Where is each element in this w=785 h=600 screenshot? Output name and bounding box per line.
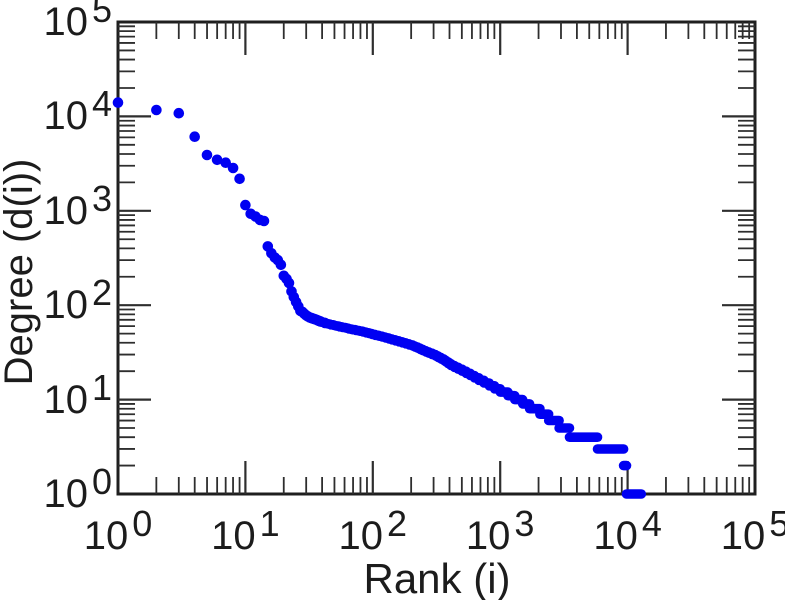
y-axis-title: Degree (d(i)) [0,158,41,386]
y-tick-label: 10 1 [43,366,112,422]
y-tick-label: 10 3 [43,177,112,233]
x-tick-label: 10 5 [720,503,785,558]
x-tick-label: 10 3 [465,503,535,558]
x-tick-label: 10 2 [338,503,408,558]
x-axis-title: Rank (i) [363,555,511,600]
y-tick-label: 10 2 [43,272,112,328]
y-tick-label: 10 0 [43,461,112,516]
axis-ticks [118,22,755,494]
x-tick-label: 10 4 [593,503,662,558]
plot-frame [116,20,757,496]
y-tick-label: 10 5 [43,0,112,44]
y-tick-label: 10 4 [43,83,112,139]
x-tick-label: 10 0 [83,503,153,558]
x-tick-label: 10 1 [211,503,280,558]
data-points [112,97,647,499]
